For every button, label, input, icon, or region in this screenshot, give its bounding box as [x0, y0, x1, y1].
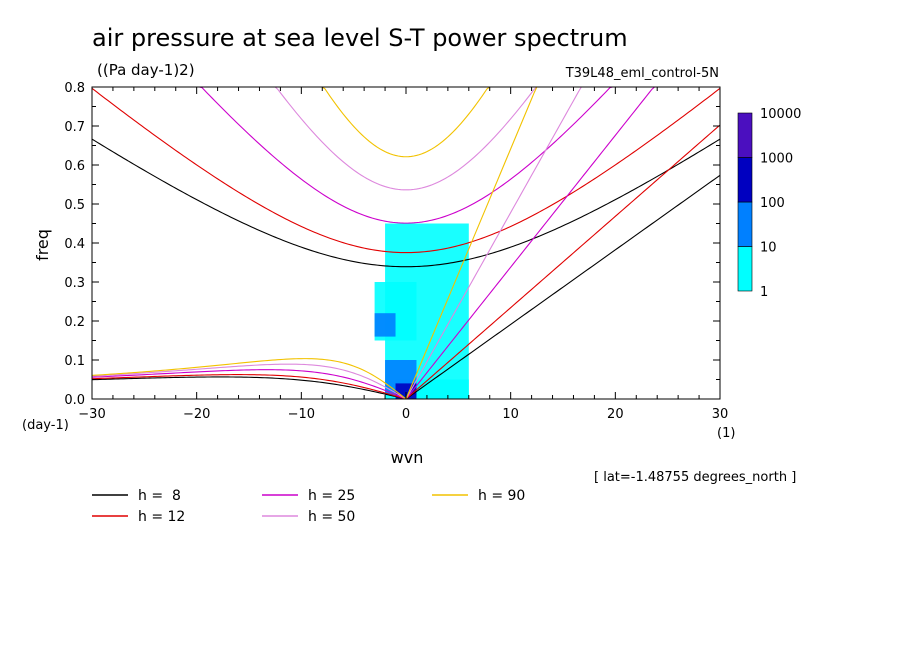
chart-title: air pressure at sea level S-T power spec…: [92, 24, 628, 52]
colorbar-segment: [737, 112, 753, 158]
y-tick-label: 0.7: [64, 120, 85, 135]
axes-layer: −30 −20 −10 0 10 20 30 0.0 0.1 0.2 0.3 0.4 0.5 0.6 0.7…: [64, 81, 728, 422]
y-tick-label: 0.1: [64, 354, 85, 369]
y-tick-label: 0.0: [64, 393, 85, 408]
x-unit-label: (1): [717, 426, 735, 441]
x-tick-label: −20: [183, 407, 210, 422]
colorbar-label: 10000: [760, 107, 801, 122]
kelvin-curve: [405, 86, 545, 400]
x-tick-label: 0: [402, 407, 410, 422]
y-tick-label: 0.4: [64, 237, 85, 252]
units-label: ((Pa day-1)2): [97, 61, 195, 79]
inertio-gravity-curve: [91, 87, 721, 254]
rossby-curve: [91, 374, 407, 400]
kelvin-curve: [405, 86, 668, 400]
inertio-gravity-curve: [262, 86, 550, 191]
colorbar-label: 1: [760, 285, 768, 300]
kelvin-curve: [405, 86, 592, 400]
legend-label: h = 8: [138, 488, 181, 504]
run-label: T39L48_eml_control-5N: [565, 66, 719, 81]
x-tick-label: 30: [712, 407, 729, 422]
colorbar-segment: [737, 157, 753, 203]
rossby-curve: [91, 363, 407, 400]
legend-label: h = 25: [308, 488, 355, 504]
legend-label: h = 90: [478, 488, 525, 504]
kelvin-curve: [405, 124, 721, 400]
x-tick-label: −30: [78, 407, 105, 422]
y-tick-label: 0.2: [64, 315, 85, 330]
rossby-curve: [91, 376, 407, 400]
y-unit-label: (day-1): [22, 418, 69, 433]
colorbar-segment: [737, 201, 753, 247]
rossby-curve: [91, 369, 407, 400]
inertio-gravity-curve: [183, 86, 629, 224]
legend-label: h = 50: [308, 509, 355, 525]
rossby-curve: [91, 358, 407, 400]
x-tick-label: −10: [288, 407, 315, 422]
colorbar: 1 10 100 1000 10000: [737, 107, 801, 300]
colorbar-label: 10: [760, 241, 777, 256]
power-region: [374, 313, 396, 337]
x-tick-label: 10: [502, 407, 519, 422]
y-axis-label: freq: [33, 229, 52, 261]
colorbar-label: 100: [760, 196, 785, 211]
curve-layer: [91, 86, 721, 400]
y-tick-label: 0.3: [64, 276, 85, 291]
legend: h = 8 h = 12 h = 25 h = 50 h = 90: [92, 488, 525, 525]
x-axis-label: wvn: [391, 448, 424, 467]
legend-label: h = 12: [138, 509, 185, 525]
inertio-gravity-curve: [311, 86, 501, 158]
footnote-latitude: [ lat=-1.48755 degrees_north ]: [594, 470, 796, 485]
colorbar-label: 1000: [760, 152, 793, 167]
inertio-gravity-curve: [91, 138, 721, 268]
x-tick-label: 20: [607, 407, 624, 422]
kelvin-curve: [405, 174, 721, 400]
y-tick-label: 0.5: [64, 198, 85, 213]
colorbar-segment: [737, 246, 753, 292]
y-tick-label: 0.8: [64, 81, 85, 96]
y-tick-label: 0.6: [64, 159, 85, 174]
